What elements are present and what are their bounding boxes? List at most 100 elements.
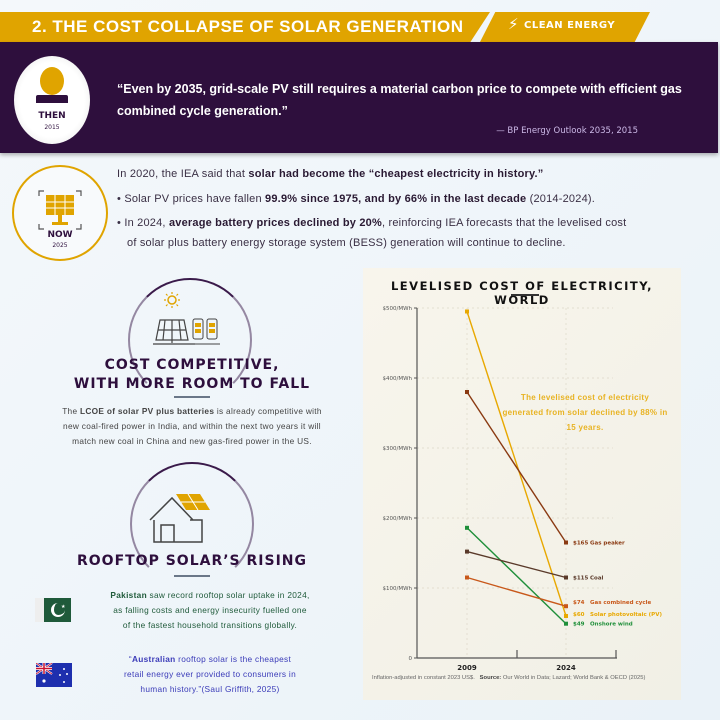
- data-point-solar-photovoltaic-pv: [465, 309, 469, 314]
- bullet-pv-prices: • Solar PV prices have fallen 99.9% sinc…: [117, 193, 596, 205]
- data-point-gas-combined-cycle: [564, 604, 568, 609]
- text-line: of the fastest household transitions glo…: [80, 618, 340, 633]
- text-line: human history.”(Saul Griffith, 2025): [80, 682, 340, 697]
- footnote-text: Inflation-adjusted in constant 2023 US$.: [372, 675, 475, 681]
- text-segment: new coal-fired power in India, and withi…: [63, 421, 321, 431]
- cost-competitive-text: The LCOE of solar PV plus batteries is a…: [22, 404, 362, 449]
- solar-panel-icon: [38, 190, 82, 230]
- text-segment: Solar PV prices have fallen: [124, 193, 266, 205]
- pakistan-text: Pakistan saw record rooftop solar uptake…: [80, 588, 340, 633]
- y-tick-label: 0: [409, 656, 413, 662]
- data-label-onshore-wind: $49: [573, 622, 585, 628]
- text-segment: human history.”(Saul Griffith, 2025): [140, 684, 280, 694]
- data-point-coal: [465, 549, 469, 554]
- then-quote-box: [0, 42, 718, 153]
- emphasis-text: Pakistan: [110, 590, 147, 600]
- source-label: Source:: [479, 675, 502, 681]
- series-label-gas-combined-cycle: Gas combined cycle: [590, 600, 651, 606]
- series-label-onshore-wind: Onshore wind: [590, 622, 633, 628]
- series-line-coal: [466, 550, 567, 579]
- emphasis-text: average battery prices declined by 20%: [168, 217, 382, 229]
- cost-competitive-title: COST COMPETITIVE, WITH MORE ROOM TO FALL: [22, 356, 362, 394]
- then-label: THEN: [38, 111, 66, 121]
- now-year: 2025: [52, 242, 68, 249]
- data-point-gas-peaker: [465, 390, 469, 394]
- text-segment: is already competitive with: [214, 406, 322, 416]
- pakistan-flag-icon: ★: [35, 598, 71, 622]
- text-segment: match new coal in China and new gas-fire…: [72, 436, 312, 446]
- y-tick-label: $300/MWh: [382, 446, 412, 452]
- australia-flag-icon: [36, 663, 72, 687]
- text-line: The LCOE of solar PV plus batteries is a…: [22, 404, 362, 419]
- text-segment: retail energy ever provided to consumers…: [123, 669, 296, 679]
- bullet-text: In 2024, average battery prices declined…: [124, 217, 626, 229]
- y-tick-label: $400/MWh: [382, 376, 412, 382]
- text-segment: (2014-2024).: [526, 193, 596, 205]
- emphasis-text: LCOE of solar PV plus batteries: [80, 406, 215, 416]
- lcoe-line-chart: 0 $100/MWh $200/MWh $300/MWh $400/MWh $500/MW…: [382, 306, 662, 672]
- quote-attribution: — BP Energy Outlook 2035, 2015: [496, 126, 638, 136]
- data-point-gas-peaker: [564, 540, 568, 545]
- data-point-onshore-wind: [564, 621, 568, 626]
- title-line: COST COMPETITIVE,: [104, 357, 280, 373]
- divider: [174, 396, 210, 398]
- bp-quote: “Even by 2035, grid-scale PV still requi…: [117, 82, 682, 118]
- bullet-battery-prices: • In 2024, average battery prices declin…: [117, 217, 627, 229]
- chart-title-underline: [511, 294, 539, 296]
- solar-battery-icon: [153, 292, 220, 345]
- bullet-text: Solar PV prices have fallen 99.9% since …: [124, 193, 595, 205]
- text-segment: of solar plus battery energy storage sys…: [127, 237, 566, 249]
- text-line: as falling costs and energy insecurity f…: [80, 603, 340, 618]
- chart-title: LEVELISED COST OF ELECTRICITY, WORLD: [390, 279, 654, 307]
- data-label-gas-combined-cycle: $74: [573, 600, 585, 606]
- decorative-arc: [128, 278, 252, 402]
- category-tag: [480, 12, 650, 42]
- series-label-solar-photovoltaic-pv: Solar photovoltaic (PV): [590, 612, 662, 618]
- text-segment: “: [128, 654, 132, 664]
- text-segment: The: [62, 406, 80, 416]
- text-segment: In 2024,: [124, 217, 169, 229]
- divider: [174, 575, 210, 577]
- data-point-coal: [564, 575, 568, 580]
- crystal-ball-base-icon: [36, 95, 68, 103]
- text-segment: In 2020, the IEA said that: [117, 168, 249, 180]
- chart-footnote: Inflation-adjusted in constant 2023 US$.…: [372, 674, 672, 682]
- text-segment: of the fastest household transitions glo…: [122, 620, 298, 630]
- series-line-gas-peaker: [466, 391, 567, 543]
- y-tick-label: $500/MWh: [382, 306, 412, 312]
- series-label-coal: Coal: [590, 576, 604, 582]
- page-title: 2. THE COST COLLAPSE OF SOLAR GENERATION: [32, 17, 464, 36]
- emphasis-text: Australian: [131, 654, 176, 664]
- text-line: retail energy ever provided to consumers…: [80, 667, 340, 682]
- rooftop-title: ROOFTOP SOLAR’S RISING: [76, 553, 308, 569]
- data-point-gas-combined-cycle: [465, 575, 469, 580]
- title-line: WITH MORE ROOM TO FALL: [73, 376, 311, 392]
- crystal-ball-icon: [40, 67, 64, 95]
- text-segment: , reinforcing IEA forecasts that the lev…: [381, 217, 627, 229]
- text-line: new coal-fired power in India, and withi…: [22, 419, 362, 434]
- emphasis-text: solar had become the “cheapest electrici…: [248, 168, 544, 180]
- data-label-gas-peaker: $165: [573, 541, 588, 547]
- series-line-solar-photovoltaic-pv: [466, 311, 567, 617]
- chart-annotation: The levelised cost of electricity genera…: [502, 393, 668, 432]
- x-tick-label: 2009: [457, 664, 477, 672]
- series-line-gas-combined-cycle: [466, 576, 567, 607]
- series-label-gas-peaker: Gas peaker: [590, 541, 625, 547]
- category-tag-label: CLEAN ENERGY: [524, 20, 616, 31]
- rooftop-solar-house-icon: [149, 493, 210, 543]
- text-segment: rooftop solar is the cheapest: [175, 654, 292, 664]
- iea-statement: In 2020, the IEA said that solar had bec…: [117, 168, 543, 180]
- chart-panel: [363, 268, 681, 700]
- data-label-coal: $115: [573, 576, 588, 582]
- text-segment: saw record rooftop solar uptake in 2024,: [146, 590, 310, 600]
- then-year: 2015: [44, 124, 60, 131]
- text-line: match new coal in China and new gas-fire…: [22, 434, 362, 449]
- y-tick-label: $100/MWh: [382, 586, 412, 592]
- decorative-arc: [130, 462, 254, 586]
- text-line: Pakistan saw record rooftop solar uptake…: [80, 588, 340, 603]
- emphasis-text: 99.9% since 1975, and by 66% in the last…: [265, 193, 527, 205]
- data-point-solar-photovoltaic-pv: [564, 614, 568, 618]
- text-segment: as falling costs and energy insecurity f…: [113, 605, 307, 615]
- x-tick-label: 2024: [556, 664, 576, 672]
- lightning-icon: ⚡: [508, 15, 519, 33]
